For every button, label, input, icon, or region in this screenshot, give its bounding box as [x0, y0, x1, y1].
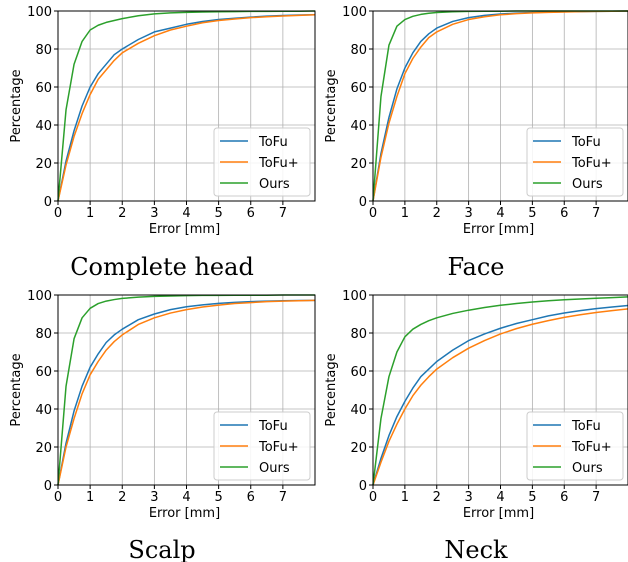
series-line-tofu-plus: [372, 308, 628, 486]
x-tick-label: 1: [401, 490, 409, 505]
x-axis-label: Error [mm]: [149, 506, 220, 521]
legend-label: ToFu: [258, 419, 288, 434]
y-tick-label: 40: [350, 403, 367, 418]
subplot-1: 0 1 2 3 4 5 6 7 0 20 40 60 80 100 Error [mm] Percentage…: [9, 5, 316, 281]
legend-label: Ours: [259, 461, 290, 476]
y-tick-label: 100: [342, 289, 367, 304]
x-tick-label: 5: [214, 206, 222, 221]
legend: ToFu ToFu+ Ours: [526, 127, 624, 197]
legend-label: Ours: [572, 461, 603, 476]
series-line-tofu-plus: [57, 14, 316, 202]
y-tick-label: 20: [350, 441, 367, 456]
x-tick-label: 3: [464, 206, 472, 221]
legend: ToFu ToFu+ Ours: [213, 127, 311, 197]
subplot-caption: Neck: [444, 536, 508, 562]
y-tick-label: 20: [35, 157, 52, 172]
x-axis-label: Error [mm]: [463, 506, 534, 521]
legend-label: ToFu+: [571, 440, 612, 455]
legend-label: ToFu: [571, 419, 601, 434]
y-tick-label: 80: [350, 327, 367, 342]
x-tick-label: 5: [528, 206, 536, 221]
x-tick-label: 4: [496, 490, 504, 505]
y-tick-label: 0: [44, 195, 52, 210]
x-tick-label: 4: [496, 206, 504, 221]
legend-box: [213, 127, 311, 197]
legend-label: ToFu: [258, 135, 288, 150]
x-tick-label: 3: [464, 490, 472, 505]
y-axis-label: Percentage: [9, 353, 24, 426]
x-tick-label: 0: [369, 490, 377, 505]
x-tick-label: 6: [247, 490, 255, 505]
y-tick-label: 60: [350, 365, 367, 380]
y-axis-label: Percentage: [324, 353, 339, 426]
y-tick-label: 0: [44, 479, 52, 494]
y-tick-label: 20: [35, 441, 52, 456]
subplot-3: 0 1 2 3 4 5 6 7 0 20 40 60 80 100 Error [mm] Percentage…: [9, 289, 316, 562]
y-tick-label: 40: [350, 119, 367, 134]
x-tick-label: 2: [118, 490, 126, 505]
x-tick-label: 7: [279, 206, 287, 221]
subplot-2: 0 1 2 3 4 5 6 7 0 20 40 60 80 100 Error [mm] Percentage…: [324, 5, 628, 281]
x-axis-label: Error [mm]: [463, 222, 534, 237]
x-tick-label: 2: [118, 206, 126, 221]
x-tick-label: 5: [214, 490, 222, 505]
y-axis-label: Percentage: [324, 69, 339, 142]
x-tick-label: 1: [401, 206, 409, 221]
x-tick-label: 7: [592, 206, 600, 221]
x-tick-label: 0: [54, 490, 62, 505]
y-tick-label: 20: [350, 157, 367, 172]
x-tick-label: 6: [560, 206, 568, 221]
legend-label: ToFu+: [571, 156, 612, 171]
subplot-caption: Complete head: [70, 253, 254, 281]
x-tick-label: 2: [433, 490, 441, 505]
y-tick-label: 100: [342, 5, 367, 20]
subplot-caption: Face: [448, 253, 505, 281]
subplot-4: 0 1 2 3 4 5 6 7 0 20 40 60 80 100 Error [mm] Percentage…: [324, 289, 628, 562]
x-tick-label: 1: [86, 206, 94, 221]
legend-label: Ours: [259, 177, 290, 192]
x-tick-label: 4: [182, 490, 190, 505]
y-tick-label: 60: [35, 365, 52, 380]
x-tick-label: 5: [528, 490, 536, 505]
legend: ToFu ToFu+ Ours: [526, 411, 624, 481]
y-tick-label: 0: [359, 195, 367, 210]
legend: ToFu ToFu+ Ours: [213, 411, 311, 481]
y-tick-label: 40: [35, 119, 52, 134]
x-tick-label: 6: [560, 490, 568, 505]
legend-label: ToFu: [571, 135, 601, 150]
legend-box: [213, 411, 311, 481]
x-tick-label: 3: [150, 206, 158, 221]
y-tick-label: 40: [35, 403, 52, 418]
x-tick-label: 7: [592, 490, 600, 505]
series-line-ours: [372, 296, 628, 486]
series-line-tofu-plus: [57, 299, 316, 486]
y-tick-label: 0: [359, 479, 367, 494]
legend-label: Ours: [572, 177, 603, 192]
y-tick-label: 80: [35, 43, 52, 58]
legend-label: ToFu+: [258, 440, 299, 455]
y-tick-label: 80: [350, 43, 367, 58]
legend-box: [526, 127, 624, 197]
x-tick-label: 4: [182, 206, 190, 221]
y-tick-label: 100: [27, 289, 52, 304]
x-tick-label: 2: [433, 206, 441, 221]
x-tick-label: 0: [369, 206, 377, 221]
legend-box: [526, 411, 624, 481]
x-tick-label: 3: [150, 490, 158, 505]
series-line-tofu: [372, 304, 628, 486]
x-axis-label: Error [mm]: [149, 222, 220, 237]
y-tick-label: 60: [35, 81, 52, 96]
y-axis-label: Percentage: [9, 69, 24, 142]
y-tick-label: 60: [350, 81, 367, 96]
x-tick-label: 7: [279, 490, 287, 505]
x-tick-label: 6: [247, 206, 255, 221]
x-tick-label: 1: [86, 490, 94, 505]
legend-label: ToFu+: [258, 156, 299, 171]
subplot-caption: Scalp: [128, 536, 195, 562]
y-tick-label: 100: [27, 5, 52, 20]
y-tick-label: 80: [35, 327, 52, 342]
x-tick-label: 0: [54, 206, 62, 221]
